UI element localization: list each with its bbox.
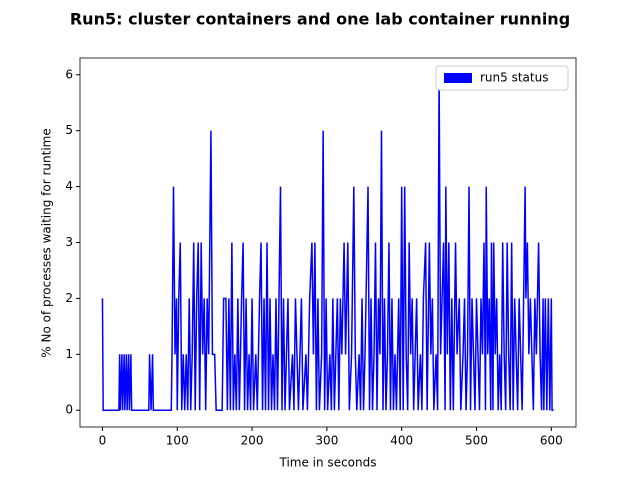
x-tick-label: 200 xyxy=(241,434,264,448)
legend-label: run5 status xyxy=(480,71,548,85)
legend-box xyxy=(435,65,569,91)
y-tick-label: 5 xyxy=(65,123,73,137)
x-tick-label: 100 xyxy=(166,434,189,448)
x-tick-label: 300 xyxy=(315,434,338,448)
x-tick-label: 0 xyxy=(99,434,107,448)
chart-title: Run5: cluster containers and one lab con… xyxy=(70,10,570,29)
data-line xyxy=(101,74,554,411)
y-tick-label: 4 xyxy=(65,179,73,193)
x-axis-label: Time in seconds xyxy=(279,456,377,470)
y-tick-label: 6 xyxy=(65,67,73,81)
legend-swatch xyxy=(444,73,472,83)
x-tick-label: 600 xyxy=(540,434,563,448)
y-tick-label: 0 xyxy=(65,403,73,417)
y-tick-label: 3 xyxy=(65,235,73,249)
x-tick-label: 500 xyxy=(465,434,488,448)
x-tick-label: 400 xyxy=(390,434,413,448)
y-axis-label: % No of processes waiting for runtime xyxy=(40,128,54,357)
axes-frame xyxy=(79,57,577,428)
y-tick-label: 1 xyxy=(65,347,73,361)
y-tick-label: 2 xyxy=(65,291,73,305)
